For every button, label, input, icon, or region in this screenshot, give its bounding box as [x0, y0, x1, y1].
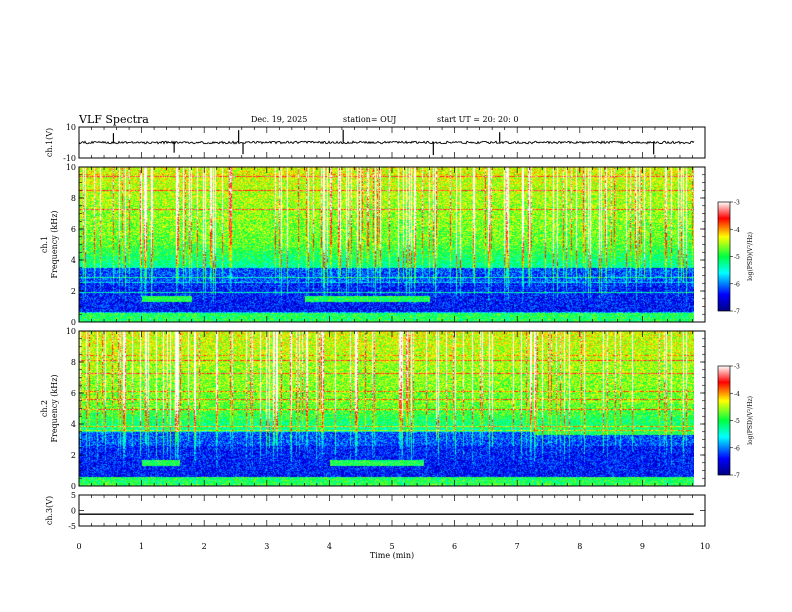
figure-title: VLF Spectra [79, 113, 149, 126]
x-axis-label: Time (min) [370, 551, 414, 560]
ch2-spectrogram-y-tick-label: 10 [66, 327, 76, 336]
colorbar-ch2-tick-label: -4 [734, 391, 740, 398]
colorbar-ch1 [717, 201, 731, 312]
ch1-spectrogram-y-tick-label: 0 [71, 318, 76, 327]
ch1-waveform-trace [78, 140, 695, 145]
colorbar-ch1-label: log(PSD)(V²/Hz) [747, 232, 754, 281]
ch2-spectrogram-y-label-frequency: Frequency (kHz) [50, 374, 59, 442]
colorbar-ch2-tick-label: -3 [734, 364, 740, 371]
ch1-waveform-y-tick-label: -10 [63, 154, 76, 163]
start-time-label: start UT = 20: 20: 0 [437, 115, 519, 124]
spectrogram-ch1-image [79, 167, 694, 322]
colorbar-ch1-tick-label: -6 [734, 281, 740, 288]
date-label: Dec. 19, 2025 [251, 115, 308, 124]
x-tick-label: 1 [139, 542, 144, 551]
x-tick-label: 6 [452, 542, 457, 551]
ch3-waveform-y-tick-label: 5 [71, 491, 76, 500]
colorbar-ch1-tick-label: -5 [734, 254, 740, 261]
x-tick-label: 8 [577, 542, 582, 551]
ch1-spectrogram-y-tick-label: 8 [71, 194, 76, 203]
colorbar-ch2-tick-label: -6 [734, 445, 740, 452]
colorbar-ch2-label: log(PSD)(V²/Hz) [747, 396, 754, 445]
ch2-spectrogram-y-tick-label: 2 [71, 451, 76, 460]
ch2-spectrogram-y-tick-label: 4 [71, 420, 76, 429]
colorbar-ch2-tick-label: -7 [734, 473, 740, 480]
ch1-spectrogram-y-label-frequency: Frequency (kHz) [50, 210, 59, 278]
colorbar-ch1-tick-label: -3 [734, 200, 740, 207]
ch2-spectrogram-y-tick-label: 6 [71, 389, 76, 398]
ch1-spectrogram-y-tick-label: 2 [71, 287, 76, 296]
spectrogram-ch2-image [79, 331, 694, 486]
ch1-spectrogram-y-tick-label: 4 [71, 256, 76, 265]
colorbar-ch1-tick-label: -7 [734, 309, 740, 316]
station-label: station= OUJ [343, 115, 397, 124]
x-tick-label: 2 [202, 542, 207, 551]
ch2-spectrogram-y-tick-label: 0 [71, 482, 76, 491]
x-tick-label: 7 [515, 542, 520, 551]
x-tick-label: 4 [327, 542, 332, 551]
ch1-waveform-y-tick-label: 10 [66, 123, 76, 132]
ch2-spectrogram-y-tick-label: 8 [71, 358, 76, 367]
colorbar-ch2-tick-label: -5 [734, 418, 740, 425]
x-tick-label: 0 [76, 542, 81, 551]
ch3-waveform-y-tick-label: 0 [71, 507, 76, 516]
ch1-waveform-y-label: ch.1(V) [45, 128, 54, 157]
ch1-spectrogram-y-label-channel: ch.1 [40, 236, 49, 253]
x-tick-label: 3 [264, 542, 269, 551]
x-tick-label: 10 [700, 542, 710, 551]
ch3-waveform-y-label: ch.3(V) [45, 496, 54, 525]
ch2-spectrogram-y-label-channel: ch.2 [40, 400, 49, 417]
ch3-waveform-y-tick-label: -5 [68, 522, 76, 531]
colorbar-ch2 [717, 365, 731, 476]
ch1-spectrogram-y-tick-label: 6 [71, 225, 76, 234]
ch1-spectrogram-y-tick-label: 10 [66, 163, 76, 172]
x-tick-label: 9 [640, 542, 645, 551]
x-tick-label: 5 [389, 542, 394, 551]
colorbar-ch1-tick-label: -4 [734, 227, 740, 234]
